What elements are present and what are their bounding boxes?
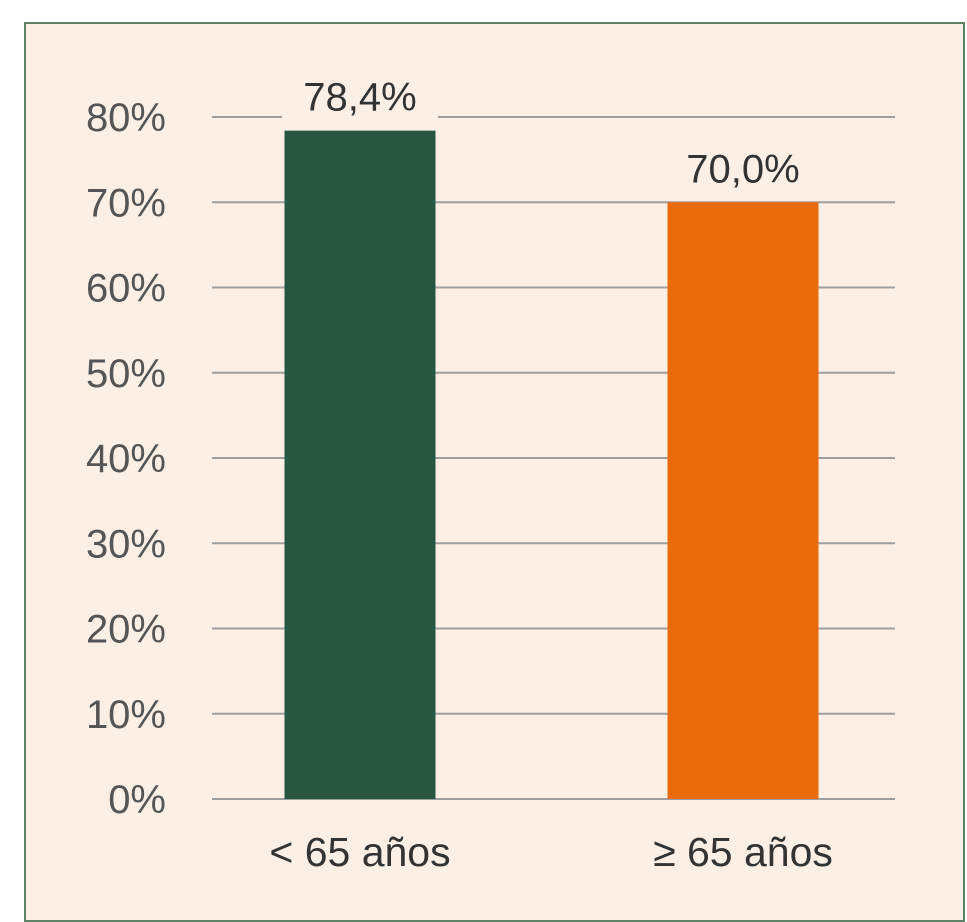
y-tick-label: 60% (86, 267, 166, 311)
x-category-label: ≥ 65 años (653, 829, 833, 875)
y-tick-label: 40% (86, 437, 166, 481)
value-label-background (282, 76, 438, 123)
y-tick-label: 30% (86, 522, 166, 566)
y-tick-label: 10% (86, 693, 166, 737)
bar-value-label: 70,0% (686, 147, 799, 191)
x-category-label: < 65 años (269, 829, 450, 875)
y-tick-label: 20% (86, 608, 166, 652)
y-tick-label: 0% (108, 778, 166, 822)
bars: 78,4% 70,0% (282, 76, 821, 799)
y-tick-label: 80% (86, 96, 166, 140)
bar-value-label: 78,4% (303, 76, 416, 120)
y-axis-tick-labels: 0% 10% 20% 30% 40% 50% 60% 70% 80% (86, 96, 166, 822)
x-axis-category-labels: < 65 años ≥ 65 años (269, 829, 833, 875)
bar (284, 130, 436, 799)
y-tick-label: 70% (86, 181, 166, 225)
bar (667, 202, 819, 799)
y-tick-label: 50% (86, 352, 166, 396)
value-label-background (665, 148, 821, 195)
